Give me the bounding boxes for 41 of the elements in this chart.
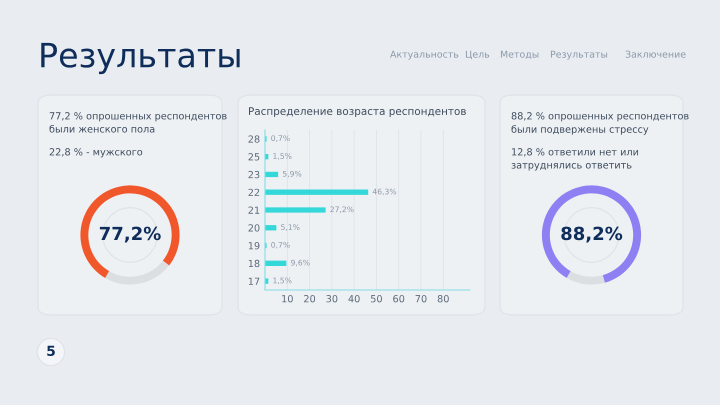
y-tick-label: 21 — [248, 206, 260, 214]
text: Актуальность — [390, 50, 458, 60]
donut-slice — [105, 260, 170, 285]
text: 5 — [47, 346, 55, 356]
text: 77,2 % опрошенных респондентов были женского пола — [50, 112, 227, 133]
x-tick-label: 70 — [416, 295, 427, 302]
bar — [265, 207, 326, 213]
x-tick-label: 60 — [393, 295, 404, 302]
y-tick-label: 18 — [248, 260, 260, 268]
y-tick-label: 17 — [248, 278, 260, 285]
bar — [265, 190, 368, 195]
text: Результаты — [41, 42, 240, 74]
text: Методы — [500, 50, 538, 59]
text: Результаты — [550, 50, 608, 60]
bar — [265, 260, 286, 266]
bar — [265, 278, 268, 284]
text: 88,2 % опрошенных респондентов были подвержены стрессу — [512, 112, 689, 135]
text: 12,8 % ответили нет или затруднялись ответить — [512, 148, 638, 171]
x-tick-label: 50 — [370, 295, 382, 302]
text: Цель — [466, 50, 490, 60]
y-tick-label: 20 — [248, 224, 260, 232]
bar — [265, 225, 276, 230]
donut-slice — [80, 185, 180, 278]
text: Заключение — [626, 50, 686, 58]
y-tick-label: 19 — [248, 242, 260, 250]
y-tick-label: 28 — [248, 135, 260, 143]
text: 88,2% — [561, 226, 622, 243]
x-tick-label: 80 — [438, 295, 449, 302]
donut-slice — [542, 185, 642, 283]
y-tick-label: 23 — [248, 170, 260, 178]
x-tick-label: 20 — [304, 295, 316, 302]
text: 22,8 % - мужского — [50, 148, 142, 158]
x-tick-label: 30 — [326, 295, 338, 302]
chart-title: Распределение возраста респондентов — [249, 107, 466, 118]
x-tick-label: 10 — [282, 295, 293, 302]
y-tick-label: 22 — [248, 188, 260, 196]
text: 77,2% — [100, 226, 161, 243]
y-tick-label: 25 — [248, 153, 260, 160]
bar — [265, 154, 268, 160]
x-tick-label: 40 — [348, 295, 360, 302]
donut-slice — [566, 271, 605, 285]
